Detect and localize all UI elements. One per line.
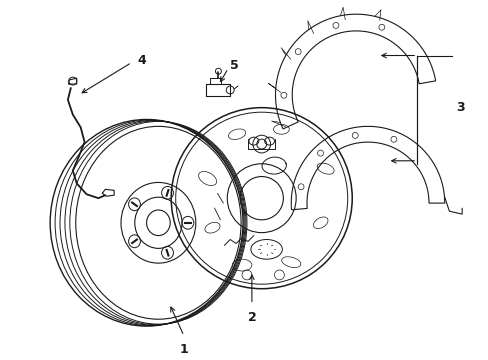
Text: 4: 4: [138, 54, 146, 67]
Text: 2: 2: [247, 311, 256, 324]
Text: 3: 3: [456, 101, 464, 114]
Text: 5: 5: [230, 59, 239, 72]
Text: 1: 1: [179, 343, 188, 356]
